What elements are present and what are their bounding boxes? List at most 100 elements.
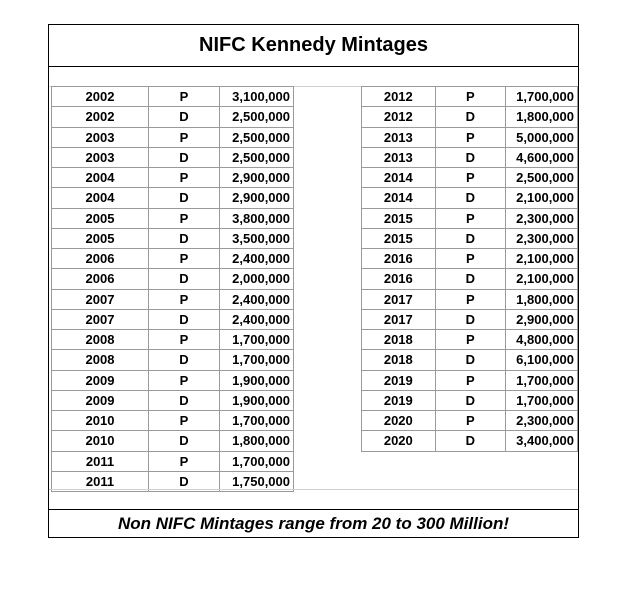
mint-mark-cell: P [148, 450, 220, 472]
mintage-cell: 1,750,000 [219, 470, 294, 493]
table-row: 2016 P 2,100,000 [361, 247, 578, 270]
year-cell: 2015 [361, 207, 436, 229]
mint-mark-cell: P [148, 328, 220, 351]
table-row: 2008 D 1,700,000 [51, 349, 294, 371]
mint-mark-cell: D [434, 227, 507, 250]
table-row: 2004 P 2,900,000 [51, 166, 294, 189]
mintage-cell: 2,900,000 [219, 166, 294, 189]
year-cell: 2019 [361, 369, 436, 391]
footer-note: Non NIFC Mintages range from 20 to 300 M… [49, 509, 578, 537]
year-cell: 2007 [51, 308, 149, 331]
table-row: 2006 P 2,400,000 [51, 247, 294, 270]
year-cell: 2003 [51, 126, 149, 148]
year-cell: 2012 [361, 106, 436, 128]
right-mintage-table: 2012 P 1,700,000 2012 D 1,800,000 2013 P 5,000,0… [361, 85, 578, 452]
year-cell: 2010 [51, 409, 149, 432]
year-cell: 2004 [51, 187, 149, 209]
page-title: NIFC Kennedy Mintages [49, 25, 578, 67]
year-cell: 2020 [361, 430, 436, 452]
mint-mark-cell: D [434, 106, 507, 128]
year-cell: 2016 [361, 247, 436, 270]
year-cell: 2006 [51, 268, 149, 290]
table-row: 2013 D 4,600,000 [361, 146, 578, 169]
year-cell: 2003 [51, 146, 149, 169]
table-row: 2005 P 3,800,000 [51, 207, 294, 229]
mintage-cell: 2,300,000 [505, 227, 578, 250]
mint-mark-cell: P [148, 85, 220, 108]
mint-mark-cell: P [434, 85, 507, 108]
table-row: 2011 D 1,750,000 [51, 470, 294, 493]
year-cell: 2018 [361, 349, 436, 371]
year-cell: 2017 [361, 288, 436, 310]
year-cell: 2005 [51, 207, 149, 229]
mintage-cell: 1,700,000 [505, 85, 578, 108]
year-cell: 2004 [51, 166, 149, 189]
year-cell: 2007 [51, 288, 149, 310]
year-cell: 2016 [361, 268, 436, 290]
mint-mark-cell: P [434, 288, 507, 310]
mintage-cell: 2,500,000 [219, 126, 294, 148]
table-row: 2018 D 6,100,000 [361, 349, 578, 371]
mintage-cell: 1,800,000 [505, 288, 578, 310]
mintage-cell: 1,800,000 [505, 106, 578, 128]
table-row: 2014 D 2,100,000 [361, 187, 578, 209]
year-cell: 2005 [51, 227, 149, 250]
mint-mark-cell: P [434, 126, 507, 148]
table-row: 2009 P 1,900,000 [51, 369, 294, 391]
mintage-cell: 3,800,000 [219, 207, 294, 229]
year-cell: 2008 [51, 328, 149, 351]
table-row: 2012 D 1,800,000 [361, 106, 578, 128]
table-row: 2009 D 1,900,000 [51, 389, 294, 412]
year-cell: 2017 [361, 308, 436, 331]
table-row: 2006 D 2,000,000 [51, 268, 294, 290]
table-row: 2020 D 3,400,000 [361, 430, 578, 452]
mintage-cell: 3,500,000 [219, 227, 294, 250]
mintage-cell: 2,300,000 [505, 409, 578, 432]
table-row: 2017 D 2,900,000 [361, 308, 578, 331]
table-row: 2019 P 1,700,000 [361, 369, 578, 391]
table-row: 2015 D 2,300,000 [361, 227, 578, 250]
mint-mark-cell: P [434, 247, 507, 270]
mintage-cell: 2,900,000 [219, 187, 294, 209]
table-row: 2019 D 1,700,000 [361, 389, 578, 412]
mint-mark-cell: D [148, 106, 220, 128]
mint-mark-cell: D [434, 389, 507, 412]
year-cell: 2011 [51, 450, 149, 472]
mint-mark-cell: D [148, 187, 220, 209]
mint-mark-cell: D [434, 430, 507, 452]
mint-mark-cell: D [148, 308, 220, 331]
table-row: 2007 D 2,400,000 [51, 308, 294, 331]
table-row: 2013 P 5,000,000 [361, 126, 578, 148]
table-row: 2012 P 1,700,000 [361, 85, 578, 108]
mint-mark-cell: P [148, 369, 220, 391]
mintage-cell: 2,000,000 [219, 268, 294, 290]
mintage-cell: 2,900,000 [505, 308, 578, 331]
year-cell: 2020 [361, 409, 436, 432]
mintage-cell: 1,700,000 [219, 349, 294, 371]
mintage-cell: 2,400,000 [219, 247, 294, 270]
mint-mark-cell: D [148, 268, 220, 290]
table-row: 2005 D 3,500,000 [51, 227, 294, 250]
table-row: 2008 P 1,700,000 [51, 328, 294, 351]
year-cell: 2012 [361, 85, 436, 108]
year-cell: 2015 [361, 227, 436, 250]
table-row: 2010 P 1,700,000 [51, 409, 294, 432]
blank-row [49, 67, 578, 87]
mint-mark-cell: P [434, 409, 507, 432]
year-cell: 2018 [361, 328, 436, 351]
mintage-cell: 1,900,000 [219, 389, 294, 412]
mintage-cell: 3,100,000 [219, 85, 294, 108]
table-row: 2015 P 2,300,000 [361, 207, 578, 229]
mintage-cell: 4,800,000 [505, 328, 578, 351]
year-cell: 2014 [361, 187, 436, 209]
table-row: 2002 D 2,500,000 [51, 106, 294, 128]
mintage-sheet: NIFC Kennedy Mintages 2002 P 3,100,000 2002… [48, 24, 579, 538]
mint-mark-cell: P [434, 328, 507, 351]
mint-mark-cell: D [148, 389, 220, 412]
mintage-cell: 2,100,000 [505, 247, 578, 270]
mint-mark-cell: D [434, 268, 507, 290]
table-row: 2016 D 2,100,000 [361, 268, 578, 290]
mintage-cell: 2,500,000 [505, 166, 578, 189]
mintage-cell: 1,700,000 [219, 409, 294, 432]
mintage-cell: 5,000,000 [505, 126, 578, 148]
